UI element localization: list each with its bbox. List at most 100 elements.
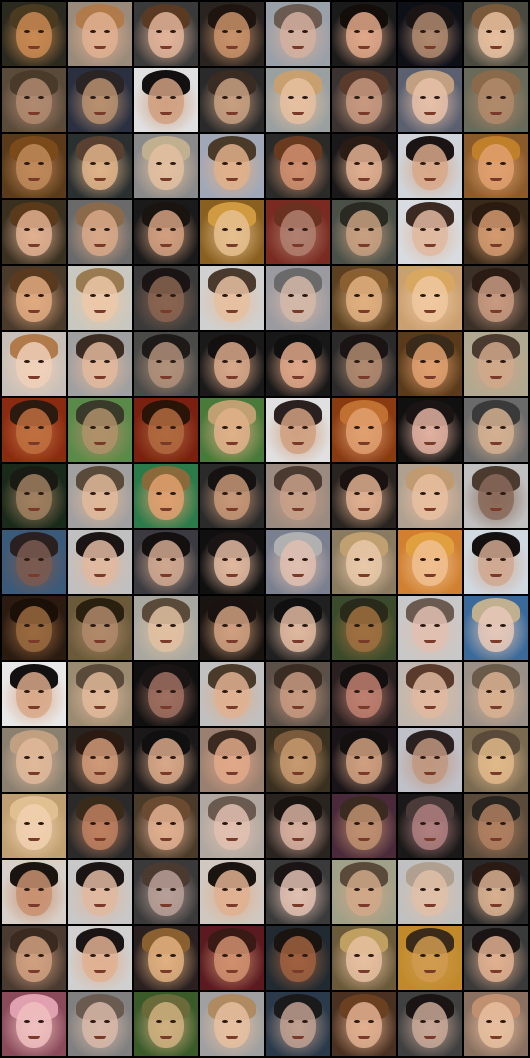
mouth [292,772,304,775]
right-eye [236,888,242,891]
left-eye [486,162,492,165]
right-eye [302,558,308,561]
face-thumbnail [134,728,198,792]
left-eye [288,888,294,891]
face-shape [478,804,514,850]
face-thumbnail [266,728,330,792]
left-eye [222,756,228,759]
face-thumbnail [200,464,264,528]
left-eye [90,96,96,99]
right-eye [38,558,44,561]
left-eye [90,558,96,561]
face-shape [346,1002,382,1048]
right-eye [170,822,176,825]
face-thumbnail [398,68,462,132]
right-eye [368,228,374,231]
right-eye [236,360,242,363]
left-eye [420,822,426,825]
mouth [424,904,436,907]
left-eye [288,954,294,957]
face-shape [280,408,316,454]
face-shape [148,1002,184,1048]
mouth [358,772,370,775]
face-thumbnail [134,926,198,990]
left-eye [24,690,30,693]
left-eye [90,1020,96,1023]
left-eye [156,360,162,363]
right-eye [302,360,308,363]
left-eye [90,426,96,429]
left-eye [354,162,360,165]
left-eye [222,96,228,99]
left-eye [156,96,162,99]
right-eye [500,756,506,759]
right-eye [302,624,308,627]
right-eye [500,96,506,99]
mouth [28,376,40,379]
left-eye [420,30,426,33]
right-eye [170,360,176,363]
mouth [490,772,502,775]
face-shape [148,738,184,784]
mouth [94,112,106,115]
right-eye [38,426,44,429]
face-thumbnail [2,662,66,726]
left-eye [156,624,162,627]
left-eye [156,558,162,561]
face-shape [148,78,184,124]
right-eye [38,228,44,231]
right-eye [368,492,374,495]
mouth [226,508,238,511]
face-shape [412,210,448,256]
face-thumbnail [2,68,66,132]
right-eye [302,954,308,957]
face-thumbnail [68,464,132,528]
face-shape [214,342,250,388]
left-eye [156,1020,162,1023]
left-eye [420,954,426,957]
face-shape [148,342,184,388]
left-eye [90,954,96,957]
face-thumbnail [464,134,528,198]
mouth [292,244,304,247]
mouth [28,574,40,577]
left-eye [420,162,426,165]
face-thumbnail [68,860,132,924]
left-eye [354,624,360,627]
mouth [292,310,304,313]
face-shape [280,78,316,124]
face-shape [82,936,118,982]
mouth [94,1036,106,1039]
face-shape [478,540,514,586]
left-eye [222,690,228,693]
mouth [226,244,238,247]
face-shape [214,144,250,190]
mouth [160,376,172,379]
left-eye [420,1020,426,1023]
face-shape [214,408,250,454]
mouth [358,838,370,841]
left-eye [288,1020,294,1023]
right-eye [38,624,44,627]
left-eye [156,294,162,297]
face-thumbnail [464,398,528,462]
mouth [160,244,172,247]
mouth [424,706,436,709]
right-eye [38,96,44,99]
left-eye [222,30,228,33]
right-eye [500,30,506,33]
right-eye [170,888,176,891]
mouth [28,244,40,247]
right-eye [170,96,176,99]
face-shape [346,474,382,520]
face-thumbnail [68,200,132,264]
face-shape [82,1002,118,1048]
mouth [226,310,238,313]
mouth [490,508,502,511]
face-thumbnail [266,860,330,924]
right-eye [104,954,110,957]
left-eye [24,492,30,495]
mouth [424,376,436,379]
face-thumbnail [398,332,462,396]
mouth [292,904,304,907]
